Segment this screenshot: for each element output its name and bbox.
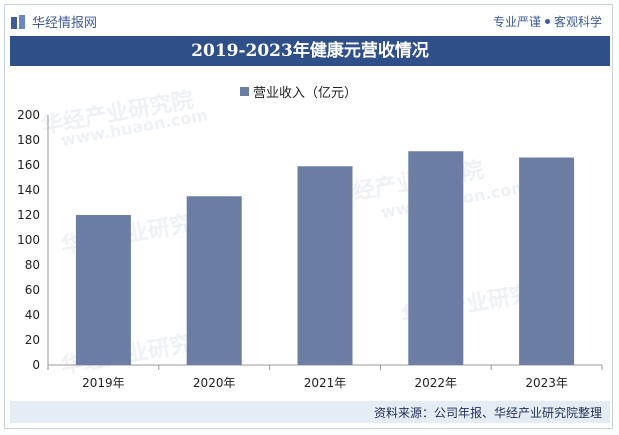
y-tick-label: 160	[17, 158, 40, 172]
brand-name: 华经情报网	[32, 16, 98, 31]
bar	[519, 157, 575, 365]
slogan-left: 专业严谨	[492, 15, 541, 29]
source-note: 资料来源：公司年报、华经产业研究院整理	[373, 406, 602, 420]
bar	[75, 215, 131, 365]
bar	[186, 196, 242, 365]
y-tick-label: 80	[25, 258, 40, 272]
y-tick-label: 120	[17, 208, 40, 222]
slogan-right: 客观科学	[553, 15, 602, 29]
y-tick-label: 60	[25, 283, 40, 297]
y-tick-label: 200	[17, 108, 40, 122]
footer: 资料来源：公司年报、华经产业研究院整理	[10, 401, 610, 423]
bar	[408, 151, 464, 365]
brand: 华经情报网	[10, 12, 97, 31]
y-tick-label: 180	[17, 133, 40, 147]
x-tick-label: 2021年	[304, 376, 347, 390]
x-tick-label: 2020年	[193, 376, 236, 390]
y-tick-label: 100	[17, 233, 40, 247]
legend: 营业收入（亿元）	[240, 82, 357, 101]
header: 华经情报网 专业严谨 客观科学	[10, 10, 610, 34]
y-tick-label: 40	[25, 308, 40, 322]
y-tick-label: 0	[32, 358, 40, 372]
chart-title: 2019-2023年健康元营收情况	[10, 36, 610, 66]
x-tick-label: 2019年	[82, 376, 125, 390]
y-tick-label: 140	[17, 183, 40, 197]
bar	[297, 166, 353, 365]
x-tick-label: 2023年	[525, 376, 568, 390]
legend-label: 营业收入（亿元）	[253, 86, 358, 101]
brand-logo-icon	[11, 14, 25, 29]
slogan-dot-icon	[544, 19, 550, 24]
y-tick-label: 20	[25, 333, 40, 347]
slogan: 专业严谨 客观科学	[493, 13, 602, 30]
x-tick-label: 2022年	[415, 376, 458, 390]
legend-swatch	[240, 87, 249, 96]
